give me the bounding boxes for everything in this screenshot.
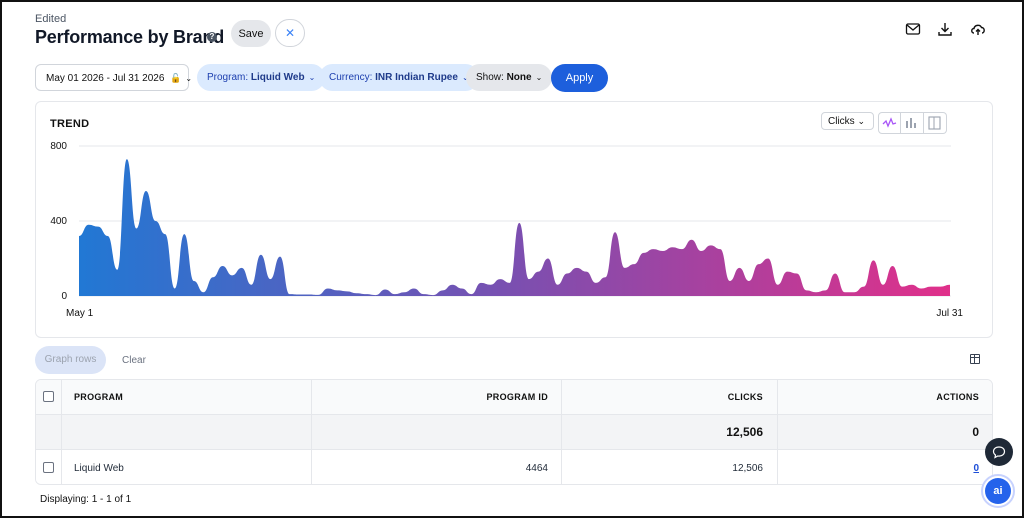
select-all-checkbox[interactable]: [43, 391, 54, 402]
program-filter-value: Liquid Web: [250, 72, 305, 83]
metric-select-value: Clicks: [828, 116, 855, 127]
trend-chart: 800 400 0 May 1 Jul 31: [50, 141, 963, 319]
unlock-icon: 🔓: [170, 73, 182, 83]
apply-button[interactable]: Apply: [551, 64, 608, 92]
column-header-program-id[interactable]: PROGRAM ID: [486, 392, 548, 402]
column-header-actions[interactable]: ACTIONS: [936, 392, 979, 402]
date-range-value: May 01 2026 - Jul 31 2026: [46, 73, 165, 84]
columns-icon[interactable]: [970, 354, 980, 364]
column-header-program[interactable]: PROGRAM: [74, 392, 124, 402]
clear-button[interactable]: Clear: [122, 355, 146, 366]
clicks-area-series[interactable]: [79, 159, 950, 296]
help-icon[interactable]: ?: [207, 32, 217, 42]
currency-filter-value: INR Indian Rupee: [375, 72, 458, 83]
date-range-picker[interactable]: May 01 2026 - Jul 31 2026 🔓 ⌄: [35, 64, 193, 91]
table-view-icon[interactable]: [924, 112, 947, 134]
actions-link[interactable]: 0: [973, 462, 979, 474]
chat-button[interactable]: [985, 438, 1013, 466]
ai-icon: ai: [985, 478, 1011, 504]
cell-actions-wrap: 0: [782, 450, 979, 484]
page-title: Performance by Brand: [35, 27, 225, 47]
cell-clicks: 12,506: [732, 462, 763, 474]
chevron-down-icon: ⌄: [308, 73, 316, 82]
program-filter[interactable]: Program: Liquid Web ⌄: [197, 64, 326, 91]
total-actions: 0: [972, 425, 979, 439]
show-filter-label: Show:: [476, 72, 504, 83]
cell-program: Liquid Web: [74, 462, 124, 474]
save-button[interactable]: Save: [231, 20, 271, 47]
bar-chart-icon[interactable]: [901, 112, 924, 134]
graph-rows-button[interactable]: Graph rows: [35, 346, 106, 374]
download-icon[interactable]: [937, 21, 955, 37]
show-filter-value: None: [506, 72, 532, 83]
x-label-start: May 1: [66, 308, 94, 319]
chat-bubble-icon: [992, 446, 1006, 459]
table-totals-row: 12,506 0: [36, 415, 992, 450]
y-tick-label: 800: [50, 141, 67, 152]
table-row: Liquid Web 4464 12,506 0: [36, 450, 992, 484]
y-tick-label: 400: [50, 216, 67, 227]
show-filter[interactable]: Show: None ⌄: [466, 64, 553, 91]
x-label-end: Jul 31: [936, 308, 963, 319]
y-tick-label: 0: [61, 291, 67, 302]
row-checkbox[interactable]: [43, 462, 54, 473]
metric-select[interactable]: Clicks ⌄: [821, 112, 874, 130]
displaying-count: Displaying: 1 - 1 of 1: [40, 494, 132, 505]
chevron-down-icon: ⌄: [185, 74, 193, 83]
chevron-down-icon: ⌄: [462, 73, 469, 82]
total-clicks: 12,506: [726, 425, 763, 439]
cell-program-id: 4464: [525, 462, 548, 474]
edited-label: Edited: [35, 13, 67, 25]
column-header-clicks[interactable]: CLICKS: [727, 392, 763, 402]
ai-assistant-button[interactable]: ai: [981, 474, 1015, 508]
currency-filter-label: Currency:: [329, 72, 373, 83]
line-chart-icon[interactable]: [878, 112, 901, 134]
program-filter-label: Program:: [207, 72, 249, 83]
trend-card: TREND Clicks ⌄ 800 400 0 May 1 Jul 31: [35, 101, 993, 338]
close-button[interactable]: ✕: [275, 19, 305, 47]
mail-icon[interactable]: [905, 21, 923, 37]
chevron-down-icon: ⌄: [535, 73, 543, 82]
cloud-upload-icon[interactable]: [970, 21, 988, 37]
table-header-row: PROGRAM PROGRAM ID CLICKS ACTIONS: [36, 380, 992, 415]
currency-filter[interactable]: Currency: INR Indian Rupee ⌄: [319, 64, 479, 91]
trend-title: TREND: [50, 118, 90, 130]
results-table: PROGRAM PROGRAM ID CLICKS ACTIONS 12,506…: [35, 379, 993, 485]
chevron-down-icon: ⌄: [857, 116, 865, 126]
